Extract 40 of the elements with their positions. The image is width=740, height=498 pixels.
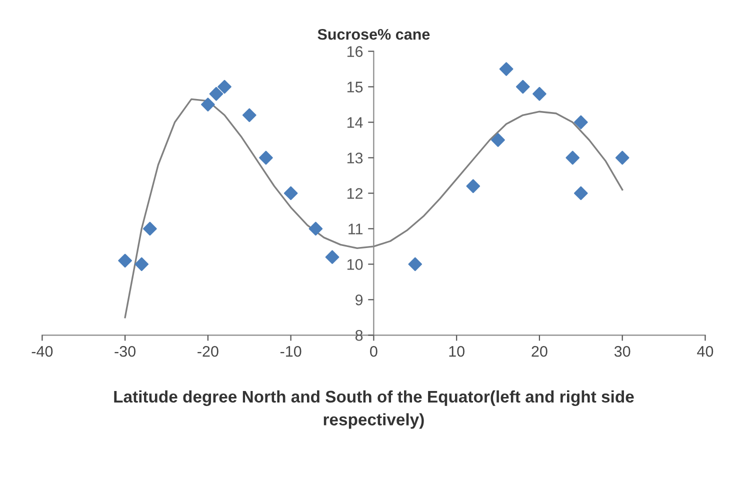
point (408, 257, 422, 272)
x-tick-label: 0 (370, 346, 378, 357)
y-tick-label: 15 (347, 82, 363, 92)
point (466, 179, 480, 194)
point (516, 80, 530, 94)
point (308, 222, 323, 236)
point (574, 115, 588, 130)
point (532, 86, 546, 101)
point (259, 150, 273, 165)
x-tick-label: -10 (280, 346, 302, 357)
x-tick-label: -20 (198, 346, 218, 357)
point (218, 80, 232, 94)
point (574, 186, 588, 200)
y-tick-label: 13 (347, 152, 363, 164)
point (325, 250, 340, 264)
x-tick-label: 30 (614, 346, 630, 357)
y-tick-label: 9 (356, 294, 363, 306)
y-axis-title: Sucrose% cane (318, 28, 430, 40)
point (143, 222, 157, 236)
y-tick-label: 10 (347, 259, 363, 270)
y-tick-label: 11 (348, 224, 363, 234)
point (209, 86, 224, 101)
y-tick-label: 16 (347, 46, 363, 57)
point (615, 150, 630, 165)
x-tick-label: 40 (697, 346, 714, 357)
point (491, 133, 505, 147)
point (284, 186, 298, 200)
point (201, 98, 215, 112)
y-tick-label: 14 (347, 117, 363, 128)
point (566, 150, 580, 165)
y-tick-label: 12 (347, 188, 363, 199)
x-axis-title: Latitude degree North and South of the Equator(left and right side respectively) (114, 390, 634, 429)
point (242, 108, 256, 122)
x-tick-label: 20 (532, 346, 548, 357)
x-tick-label: -40 (32, 346, 53, 357)
x-tick-label: -30 (114, 346, 136, 357)
point (118, 254, 132, 268)
point (499, 62, 514, 76)
point (134, 257, 149, 272)
x-tick-label: 10 (449, 346, 464, 357)
